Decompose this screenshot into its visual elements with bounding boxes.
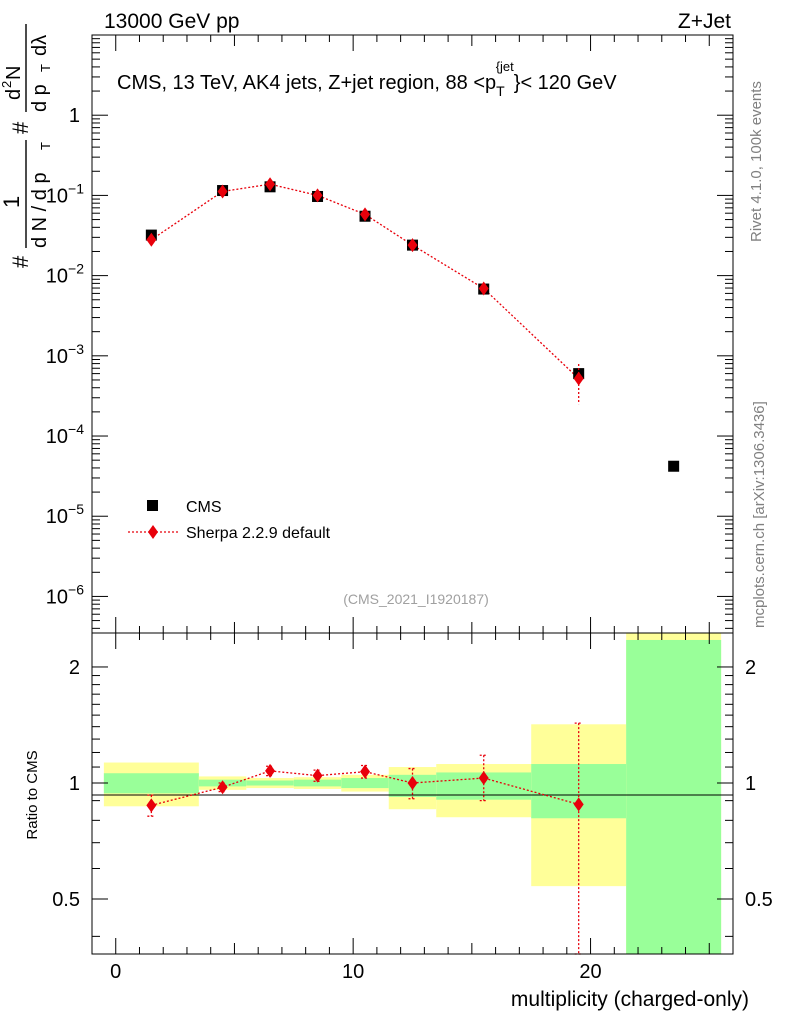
main-y-tick-label: 10−5: [46, 501, 84, 528]
ratio-green-band: [293, 779, 342, 787]
main-y-tick-label: 10−4: [46, 421, 84, 448]
ratio-axes: 0.5 0.51 12 20 10 20: [52, 633, 773, 983]
main-title-sup: {jet: [496, 59, 514, 74]
ylabel-t-sub-1: T: [38, 142, 53, 150]
ratio-y-tick-label-right: 2: [745, 657, 756, 679]
main-title-sub: T: [496, 83, 505, 99]
ratio-y-tick-label-left: 2: [69, 657, 80, 679]
ratio-green-band: [103, 773, 199, 794]
ylabel-one: 1: [0, 196, 24, 208]
analysis-watermark: (CMS_2021_I1920187): [343, 591, 489, 607]
ylabel-hash-1: #: [8, 255, 33, 268]
ylabel-dn-dpt: d N / d p: [29, 172, 51, 248]
ylabel-two: 2: [0, 81, 14, 88]
ratio-data-point: [312, 768, 323, 783]
legend-cms-marker: [147, 500, 158, 511]
ratio-bands: [103, 633, 722, 954]
ratio-y-axis-label: Ratio to CMS: [24, 750, 41, 839]
header-left-label: 13000 GeV pp: [104, 10, 239, 33]
x-tick-label: 10: [342, 961, 364, 983]
cms-data-point: [668, 460, 680, 472]
main-y-tick-label: 10−3: [46, 341, 84, 368]
ratio-y-tick-label-left: 0.5: [52, 889, 80, 911]
ratio-panel: 0.5 0.51 12 20 10 20 Ratio to CMS multiplicit…: [24, 632, 773, 1011]
ratio-data-point: [478, 771, 489, 786]
ratio-data-point: [265, 763, 276, 778]
main-series: [145, 177, 680, 472]
ylabel-dp: d p: [29, 84, 51, 112]
ratio-y-tick-label-left: 1: [69, 773, 80, 795]
main-y-tick-label: 10−1: [46, 180, 84, 207]
ratio-plot-frame: [91, 632, 734, 955]
sherpa-data-point: [146, 232, 157, 247]
sherpa-data-point: [407, 238, 418, 253]
svg-text:CMS, 13 TeV, AK4 jets, Z+jet r: CMS, 13 TeV, AK4 jets, Z+jet region, 88 …: [117, 59, 617, 99]
main-title: CMS, 13 TeV, AK4 jets, Z+jet region, 88 …: [117, 59, 617, 99]
x-axis-label: multiplicity (charged-only): [511, 988, 749, 1011]
ylabel-t-sub-2: T: [38, 64, 53, 72]
ylabel-d2n-d: d: [3, 89, 25, 100]
mcplots-credit-label: mcplots.cern.ch [arXiv:1306.3436]: [751, 401, 768, 628]
x-tick-label: 20: [579, 961, 601, 983]
ratio-data-point: [360, 764, 371, 779]
legend-sherpa-label: Sherpa 2.2.9 default: [186, 525, 331, 542]
ratio-data-point: [407, 775, 418, 790]
rivet-version-label: Rivet 4.1.0, 100k events: [748, 81, 765, 242]
sherpa-line: [150, 183, 580, 380]
ylabel-hash-2: #: [8, 121, 33, 134]
main-title-suffix: }< 120 GeV: [514, 72, 618, 94]
ratio-data-point: [573, 797, 584, 812]
legend-sherpa-marker: [148, 525, 158, 539]
ratio-green-band: [626, 639, 722, 954]
main-plot-frame: [91, 34, 734, 634]
legend: CMS Sherpa 2.2.9 default: [128, 499, 331, 542]
ratio-sherpa-line: [151, 770, 579, 806]
ratio-data-point: [146, 798, 157, 813]
main-y-tick-label: 10−2: [46, 261, 84, 288]
ratio-green-band: [341, 778, 389, 789]
x-tick-label: 0: [110, 961, 121, 983]
sherpa-data-point: [265, 177, 276, 192]
main-title-prefix: CMS, 13 TeV, AK4 jets, Z+jet region, 88 …: [117, 72, 496, 94]
ylabel-d2n-n: N: [3, 66, 25, 80]
ratio-data-point: [217, 780, 228, 795]
ylabel-dlambda: dλ: [29, 35, 51, 56]
sherpa-data-point: [573, 371, 584, 386]
sherpa-data-point: [360, 207, 371, 222]
main-y-axis-label: # 1 d N / d p T # d 2 N d p T dλ: [0, 24, 53, 268]
ratio-green-band: [246, 780, 294, 786]
ratio-y-tick-label-right: 0.5: [745, 889, 773, 911]
sherpa-data-point: [217, 184, 228, 199]
sherpa-data-point: [478, 281, 489, 296]
main-y-tick-label: 1: [69, 105, 80, 127]
main-axes: 1 10−1 10−2 10−3 10−4 10−5 10−6: [46, 35, 734, 633]
main-panel: CMS, 13 TeV, AK4 jets, Z+jet region, 88 …: [0, 24, 734, 634]
ratio-y-tick-label-right: 1: [745, 773, 756, 795]
sherpa-data-point: [312, 188, 323, 203]
ratio-series: [146, 722, 584, 955]
header-right-label: Z+Jet: [678, 10, 731, 33]
main-y-tick-label: 10−6: [46, 581, 84, 608]
legend-cms-label: CMS: [186, 499, 222, 516]
